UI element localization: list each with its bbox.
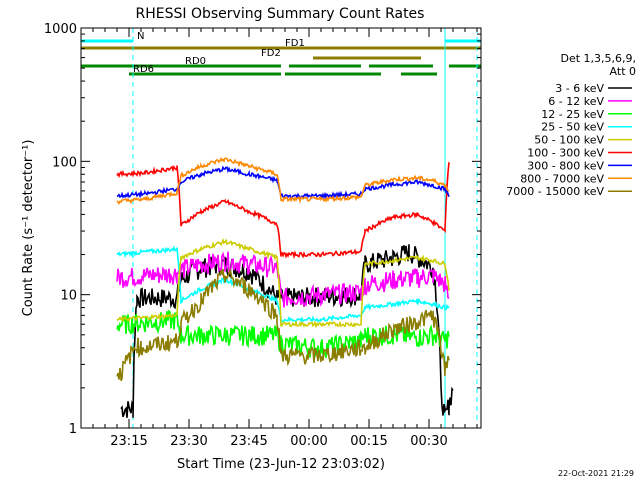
series-line [116,309,450,360]
x-axis-label: Start Time (23-Jun-12 23:03:02) [177,457,385,472]
timestamp: 22-Oct-2021 21:29 [558,469,634,478]
series-line [116,237,450,329]
status-bar-label: RD6 [133,64,154,75]
y-tick-label: 10 [60,289,77,304]
legend-entry-label: 6 - 12 keV [548,95,604,108]
y-tick-label: 1 [69,422,77,437]
legend-header: Det 1,3,5,6,9, [560,52,636,65]
y-tick-label: 100 [52,155,77,170]
series-line [116,245,450,323]
series-group [116,156,454,418]
legend-entry-label: 25 - 50 keV [541,121,604,134]
status-bar-label: RD0 [185,56,206,67]
x-axis: 23:15 23:30 23:45 00:00 00:15 00:30 [80,28,478,449]
legend-entry-label: 7000 - 15000 keV [506,185,604,198]
status-bar-label: FD2 [261,48,281,59]
y-axis: 1 10 100 1000 [44,22,481,437]
boundary-lines [132,28,478,428]
plot-frame [80,27,482,429]
x-tick-label: 00:00 [290,434,327,449]
status-bars: N FD1 FD2 RD0 RD6 [81,31,481,76]
legend-entry-label: 12 - 25 keV [541,108,604,121]
x-tick-label: 00:15 [350,434,387,449]
chart-title: RHESSI Observing Summary Count Rates [136,6,425,22]
series-line [116,156,450,205]
y-axis-label: Count Rate (s⁻¹ detector⁻¹) [21,140,36,317]
status-bar-label: FD1 [285,38,305,49]
legend-entry-label: 3 - 6 keV [555,82,604,95]
x-tick-label: 23:15 [110,434,147,449]
y-tick-label: 1000 [44,22,77,37]
status-bar-label: N [137,31,144,42]
legend-entry-label: 300 - 800 keV [527,159,604,172]
legend-entry-label: 50 - 100 keV [534,134,604,147]
series-line [116,162,450,260]
legend-entry-label: 100 - 300 keV [527,147,604,160]
legend-entry-label: 800 - 7000 keV [520,172,604,185]
series-line [116,165,450,200]
legend-header: Att 0 [610,65,636,78]
series-line [116,251,450,308]
x-tick-label: 23:30 [170,434,207,449]
x-tick-label: 00:30 [410,434,447,449]
series-line [116,267,450,382]
x-tick-label: 23:45 [230,434,267,449]
